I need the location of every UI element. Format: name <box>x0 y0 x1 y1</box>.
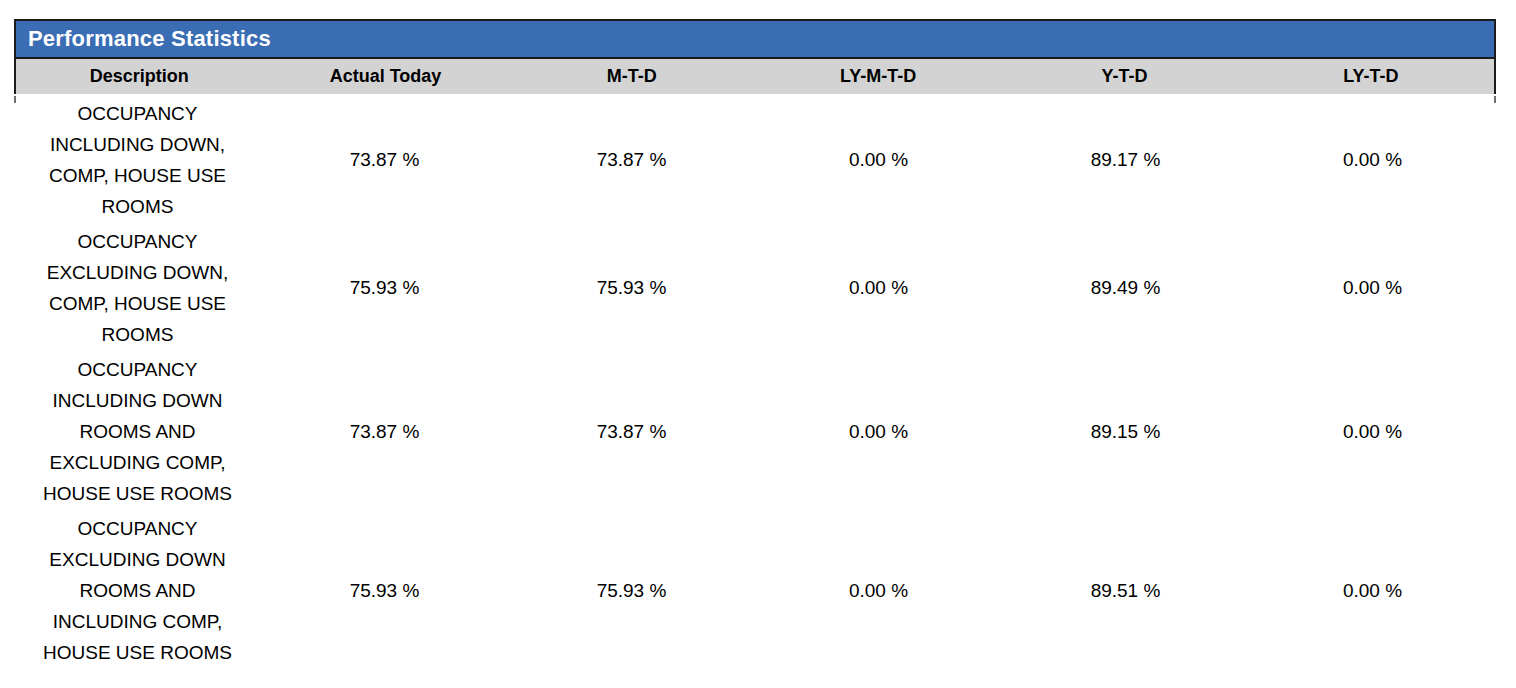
report-page: Performance Statistics Description Actua… <box>0 0 1516 688</box>
cell-mtd: 73.87 % <box>508 421 755 443</box>
table-body: OCCUPANCY INCLUDING DOWN, COMP, HOUSE US… <box>14 96 1496 670</box>
cell-ly-mtd: 0.00 % <box>755 149 1002 171</box>
performance-statistics-table-frame: Performance Statistics Description Actua… <box>14 19 1496 94</box>
cell-ytd: 89.51 % <box>1002 580 1249 602</box>
cell-ytd: 89.15 % <box>1002 421 1249 443</box>
cell-actual-today: 73.87 % <box>261 149 508 171</box>
cell-ly-mtd: 0.00 % <box>755 580 1002 602</box>
table-row: OCCUPANCY INCLUDING DOWN, COMP, HOUSE US… <box>14 96 1496 224</box>
table-row: OCCUPANCY EXCLUDING DOWN ROOMS AND INCLU… <box>14 511 1496 670</box>
table-title: Performance Statistics <box>28 26 271 52</box>
column-header-ly-mtd: LY-M-T-D <box>755 66 1001 87</box>
cell-ytd: 89.49 % <box>1002 277 1249 299</box>
table-title-bar: Performance Statistics <box>16 21 1494 59</box>
cell-ly-td: 0.00 % <box>1249 277 1496 299</box>
table-header-row: Description Actual Today M-T-D LY-M-T-D … <box>16 59 1494 94</box>
cell-ly-mtd: 0.00 % <box>755 421 1002 443</box>
cell-mtd: 75.93 % <box>508 277 755 299</box>
row-description: OCCUPANCY INCLUDING DOWN ROOMS AND EXCLU… <box>14 354 261 509</box>
column-header-actual-today: Actual Today <box>262 66 508 87</box>
column-header-mtd: M-T-D <box>509 66 755 87</box>
table-row: OCCUPANCY EXCLUDING DOWN, COMP, HOUSE US… <box>14 224 1496 352</box>
performance-statistics-report: Performance Statistics Description Actua… <box>14 19 1496 670</box>
cell-actual-today: 75.93 % <box>261 277 508 299</box>
table-right-border-stub <box>1494 96 1496 103</box>
cell-mtd: 75.93 % <box>508 580 755 602</box>
row-description: OCCUPANCY INCLUDING DOWN, COMP, HOUSE US… <box>14 98 261 222</box>
cell-actual-today: 75.93 % <box>261 580 508 602</box>
cell-ly-td: 0.00 % <box>1249 149 1496 171</box>
table-row: OCCUPANCY INCLUDING DOWN ROOMS AND EXCLU… <box>14 352 1496 511</box>
cell-ly-mtd: 0.00 % <box>755 277 1002 299</box>
column-header-description: Description <box>16 66 262 87</box>
cell-ly-td: 0.00 % <box>1249 421 1496 443</box>
cell-ytd: 89.17 % <box>1002 149 1249 171</box>
row-description: OCCUPANCY EXCLUDING DOWN, COMP, HOUSE US… <box>14 226 261 350</box>
row-description: OCCUPANCY EXCLUDING DOWN ROOMS AND INCLU… <box>14 513 261 668</box>
cell-mtd: 73.87 % <box>508 149 755 171</box>
cell-ly-td: 0.00 % <box>1249 580 1496 602</box>
cell-actual-today: 73.87 % <box>261 421 508 443</box>
table-left-border-stub <box>14 96 16 103</box>
column-header-ly-td: LY-T-D <box>1248 66 1494 87</box>
column-header-ytd: Y-T-D <box>1001 66 1247 87</box>
